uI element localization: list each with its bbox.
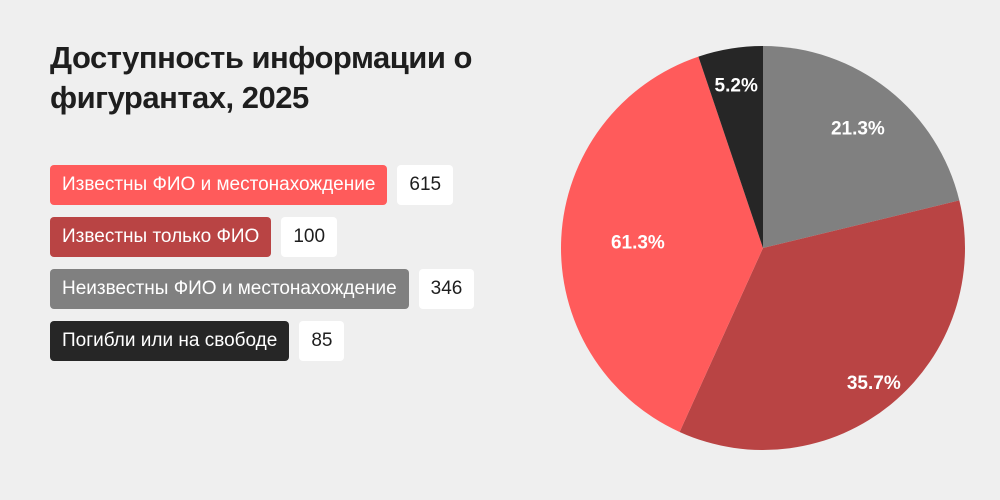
legend-label: Неизвестны ФИО и местонахождение [50,269,409,309]
legend-item: Погибли или на свободе 85 [50,321,474,361]
legend-value: 100 [281,217,338,257]
slice-percent-label: 35.7% [847,373,901,394]
slice-percent-label: 61.3% [611,233,665,254]
legend-item: Известны только ФИО 100 [50,217,474,257]
slice-percent-label: 21.3% [831,118,885,139]
legend-label: Погибли или на свободе [50,321,290,361]
legend-label: Известны ФИО и местонахождение [50,165,388,205]
legend-label: Известны только ФИО [50,217,272,257]
pie-slice-known-name-location [561,56,763,432]
legend-item: Известны ФИО и местонахождение 615 [50,165,474,205]
pie-slice-known-name-only [679,200,965,450]
pie-slice-unknown [763,46,960,248]
legend-value: 615 [397,165,454,205]
legend-item: Неизвестны ФИО и местонахождение 346 [50,269,475,309]
legend: Известны ФИО и местонахождение 615 Извес… [50,165,475,373]
pie-slice-dead-or-free [698,46,763,248]
legend-value: 85 [299,321,345,361]
legend-value: 346 [418,269,475,309]
slice-percent-label: 5.2% [715,76,758,97]
chart-title: Доступность информации о фигурантах, 202… [50,40,472,115]
